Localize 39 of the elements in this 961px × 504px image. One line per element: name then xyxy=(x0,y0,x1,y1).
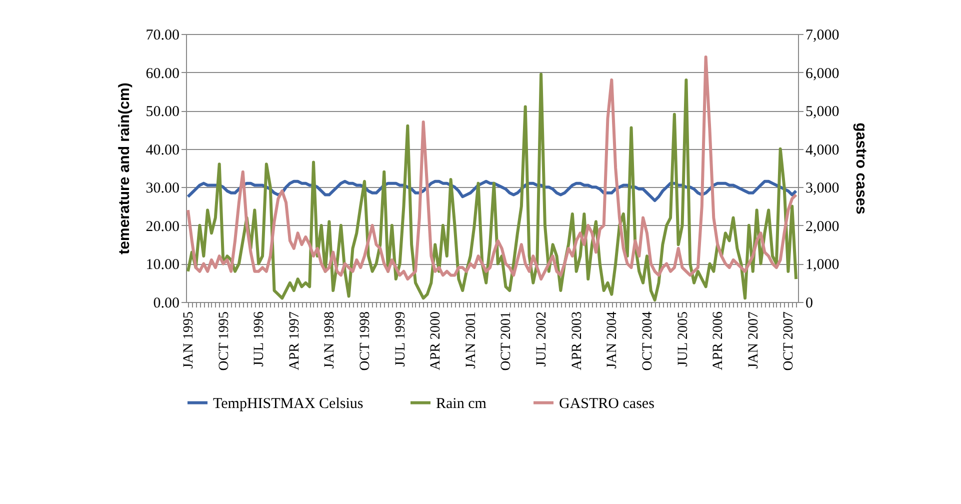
y-tick-label: 50.00 xyxy=(146,104,180,120)
y2-tick-label: 5,000 xyxy=(806,104,840,120)
x-tick-label: APR 2006 xyxy=(711,312,726,370)
y2-tick-label: 1,000 xyxy=(806,257,840,274)
y-tick-label: 40.00 xyxy=(146,142,180,158)
y2-tick-label: 4,000 xyxy=(806,142,840,158)
y-tick-label: 0.00 xyxy=(153,296,180,312)
x-tick-label: OCT 2001 xyxy=(499,312,514,371)
x-tick-label: JUL 2005 xyxy=(676,312,691,367)
y2-tick-label: 7,000 xyxy=(806,28,840,44)
x-tick-label: APR 2000 xyxy=(428,312,444,370)
y2-axis-title: gastro cases xyxy=(852,122,870,214)
x-tick-label: JAN 2004 xyxy=(605,312,620,369)
x-tick-label: JAN 2001 xyxy=(464,312,479,369)
legend-label: TempHISTMAX Celsius xyxy=(213,396,364,412)
x-tick-label: OCT 1998 xyxy=(358,312,373,371)
x-tick-label: OCT 2004 xyxy=(640,312,656,371)
x-tick-label: JUL 1999 xyxy=(393,312,408,367)
y-tick-label: 60.00 xyxy=(146,66,180,82)
y-tick-label: 30.00 xyxy=(146,180,180,197)
y2-tick-label: 2,000 xyxy=(806,218,840,235)
x-tick-label: APR 2003 xyxy=(570,312,585,370)
x-tick-label: JUL 2002 xyxy=(534,312,550,367)
x-tick-label: JAN 1995 xyxy=(181,312,196,369)
y2-tick-label: 0 xyxy=(806,296,813,312)
x-tick-label: JAN 1998 xyxy=(322,312,338,369)
y-axis-title: temerature and rain(cm) xyxy=(116,82,133,254)
x-tick-label: OCT 2007 xyxy=(782,312,797,371)
x-tick-label: APR 1997 xyxy=(287,312,302,370)
legend-label: Rain cm xyxy=(436,396,487,412)
legend-label: GASTRO cases xyxy=(559,396,655,412)
y-tick-label: 20.00 xyxy=(146,218,180,235)
y2-tick-label: 6,000 xyxy=(806,66,840,82)
y-tick-label: 10.00 xyxy=(146,257,180,274)
y-tick-label: 70.00 xyxy=(146,28,180,44)
x-tick-label: JUL 1996 xyxy=(252,312,268,367)
y2-tick-label: 3,000 xyxy=(806,180,840,197)
x-tick-label: OCT 1995 xyxy=(216,312,232,371)
x-tick-label: JAN 2007 xyxy=(746,312,762,369)
